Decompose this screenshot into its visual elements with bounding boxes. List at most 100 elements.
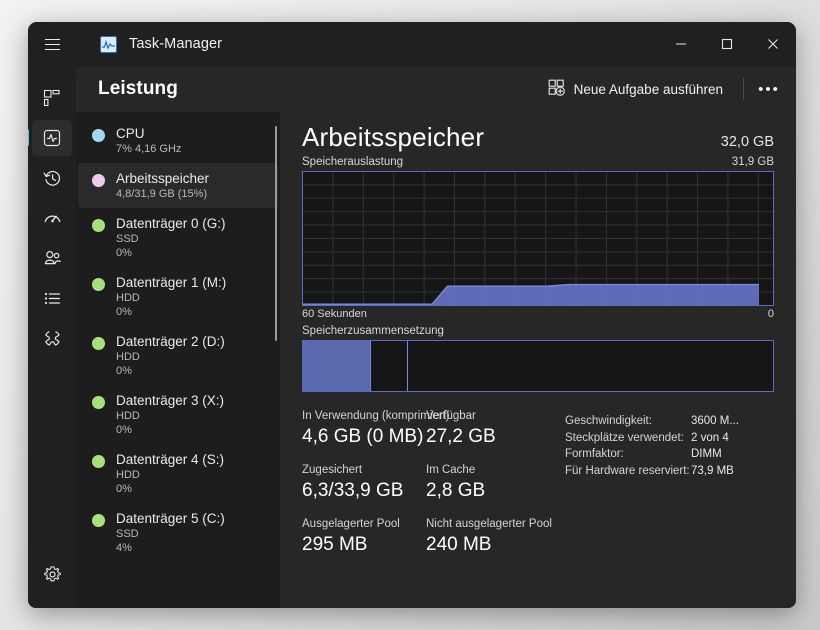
hardware-info-row: Formfaktor: DIMM bbox=[565, 446, 774, 463]
resource-subtext: 0% bbox=[116, 483, 132, 495]
memory-stats: In Verwendung (komprimiert) 4,6 GB (0 MB)… bbox=[302, 409, 774, 571]
resource-text: Datenträger 0 (G:) SSD 0% bbox=[116, 215, 226, 260]
stat-value: 4,6 GB (0 MB) bbox=[302, 426, 424, 447]
stat-caption: Verfügbar bbox=[426, 410, 476, 422]
resource-subtext: 7% 4,16 GHz bbox=[116, 143, 182, 155]
toolbar-divider bbox=[743, 78, 744, 100]
stat-column-left: In Verwendung (komprimiert) 4,6 GB (0 MB)… bbox=[302, 409, 450, 571]
stat-block: In Verwendung (komprimiert) 4,6 GB (0 MB) bbox=[302, 409, 450, 450]
content-toolbar: Leistung N bbox=[76, 66, 796, 112]
stat-block: Zugesichert 6,3/33,9 GB bbox=[302, 463, 426, 504]
memory-composition-bar[interactable] bbox=[302, 340, 774, 392]
resource-item[interactable]: Datenträger 5 (C:) SSD 4% bbox=[78, 503, 278, 562]
composition-segment-modified bbox=[371, 341, 409, 391]
services-gear-icon bbox=[43, 329, 62, 348]
resource-status-dot bbox=[92, 455, 105, 468]
window-body: Leistung N bbox=[28, 66, 796, 608]
resource-subtext: 0% bbox=[116, 247, 132, 259]
navigation-rail bbox=[28, 66, 76, 608]
resource-list: CPU 7% 4,16 GHz Arbeitsspeicher 4,8/31,9 GB… bbox=[76, 112, 280, 608]
resource-name: Datenträger 2 (D:) bbox=[116, 334, 225, 349]
hardware-info-key: Steckplätze verwendet: bbox=[565, 431, 684, 444]
hardware-info-value: DIMM bbox=[691, 448, 722, 460]
resource-subtext: SSD bbox=[116, 528, 139, 540]
resource-text: Datenträger 1 (M:) HDD 0% bbox=[116, 274, 226, 319]
history-clock-icon bbox=[43, 169, 62, 188]
close-button[interactable] bbox=[750, 22, 796, 66]
stat-caption: Ausgelagerter Pool bbox=[302, 518, 400, 530]
graph-axis-right: 0 bbox=[767, 308, 774, 320]
run-new-task-label: Neue Aufgabe ausführen bbox=[573, 81, 723, 97]
hardware-info-key: Geschwindigkeit: bbox=[565, 415, 652, 427]
sidebar-item-settings[interactable] bbox=[32, 556, 72, 592]
window-controls bbox=[658, 22, 796, 66]
graph-max-label: 31,9 GB bbox=[731, 156, 774, 168]
memory-usage-graph[interactable] bbox=[302, 171, 774, 306]
memory-detail-pane: Arbeitsspeicher 32,0 GB Speicherauslastu… bbox=[280, 112, 796, 608]
resource-item[interactable]: Datenträger 3 (X:) HDD 0% bbox=[78, 385, 278, 444]
resource-name: Datenträger 3 (X:) bbox=[116, 393, 225, 408]
resource-text: CPU 7% 4,16 GHz bbox=[116, 125, 181, 156]
resource-name: Arbeitsspeicher bbox=[116, 171, 210, 186]
resource-item[interactable]: Datenträger 2 (D:) HDD 0% bbox=[78, 326, 278, 385]
resource-subtext: HDD bbox=[116, 410, 140, 422]
composition-label: Speicherzusammensetzung bbox=[302, 325, 444, 337]
resource-status-dot bbox=[92, 337, 105, 350]
hardware-info-row: Steckplätze verwendet: 2 von 4 bbox=[565, 430, 774, 447]
task-manager-icon bbox=[100, 35, 117, 53]
stat-caption: Im Cache bbox=[426, 464, 476, 476]
sidebar-item-app-history[interactable] bbox=[32, 160, 72, 196]
minimize-button[interactable] bbox=[658, 22, 704, 66]
hardware-info-value: 73,9 MB bbox=[691, 464, 734, 477]
run-new-task-button[interactable]: Neue Aufgabe ausführen bbox=[538, 73, 733, 105]
resource-item[interactable]: CPU 7% 4,16 GHz bbox=[78, 118, 278, 163]
resource-text: Datenträger 4 (S:) HDD 0% bbox=[116, 451, 224, 496]
sidebar-item-processes[interactable] bbox=[32, 80, 72, 116]
sidebar-item-performance[interactable] bbox=[28, 120, 72, 156]
task-manager-window: Task-Manager bbox=[28, 22, 796, 608]
resource-item[interactable]: Datenträger 4 (S:) HDD 0% bbox=[78, 444, 278, 503]
resource-text: Datenträger 5 (C:) SSD 4% bbox=[116, 510, 225, 555]
hardware-info-row: Geschwindigkeit: 3600 M... bbox=[565, 413, 774, 430]
resource-status-dot bbox=[92, 514, 105, 527]
hardware-info-value: 2 von 4 bbox=[691, 431, 729, 444]
stat-block: Ausgelagerter Pool 295 MB bbox=[302, 517, 426, 558]
resource-name: Datenträger 1 (M:) bbox=[116, 275, 227, 290]
resource-name: Datenträger 0 (G:) bbox=[116, 216, 226, 231]
new-task-icon bbox=[548, 79, 565, 99]
sidebar-item-users[interactable] bbox=[32, 240, 72, 276]
pulse-icon bbox=[43, 129, 61, 147]
resource-text: Arbeitsspeicher 4,8/31,9 GB (15%) bbox=[116, 170, 209, 201]
people-icon bbox=[43, 249, 62, 268]
more-options-button[interactable]: ••• bbox=[758, 80, 780, 98]
resource-subtext: 0% bbox=[116, 365, 132, 377]
resource-subtext: 0% bbox=[116, 424, 132, 436]
resource-subtext: HDD bbox=[116, 292, 140, 304]
stat-block: Im Cache 2,8 GB bbox=[426, 463, 561, 504]
sidebar-item-services[interactable] bbox=[32, 320, 72, 356]
resource-item[interactable]: Arbeitsspeicher 4,8/31,9 GB (15%) bbox=[78, 163, 278, 208]
content-card: Leistung N bbox=[76, 66, 796, 608]
graph-grid bbox=[303, 172, 773, 305]
stat-caption: Nicht ausgelagerter Pool bbox=[426, 518, 552, 530]
resource-subtext: HDD bbox=[116, 469, 140, 481]
maximize-button[interactable] bbox=[704, 22, 750, 66]
composition-segment-in-use bbox=[303, 341, 371, 391]
grid-icon bbox=[43, 89, 61, 107]
stat-block: Nicht ausgelagerter Pool 240 MB bbox=[426, 517, 561, 558]
resource-subtext: SSD bbox=[116, 233, 139, 245]
stat-value: 240 MB bbox=[426, 534, 492, 555]
sidebar-item-startup-apps[interactable] bbox=[32, 200, 72, 236]
stat-caption: In Verwendung (komprimiert) bbox=[302, 410, 450, 422]
resource-subtext: 0% bbox=[116, 306, 132, 318]
resource-item[interactable]: Datenträger 1 (M:) HDD 0% bbox=[78, 267, 278, 326]
hardware-info-value: 3600 M... bbox=[691, 415, 739, 427]
hamburger-menu-icon[interactable] bbox=[28, 22, 76, 66]
hardware-info: Geschwindigkeit: 3600 M... Steckplätze ver… bbox=[565, 409, 774, 571]
resource-list-scrollbar[interactable] bbox=[275, 126, 277, 341]
page-title: Leistung bbox=[98, 78, 178, 99]
sidebar-item-details[interactable] bbox=[32, 280, 72, 316]
resource-item[interactable]: Datenträger 0 (G:) SSD 0% bbox=[78, 208, 278, 267]
stat-value: 6,3/33,9 GB bbox=[302, 480, 404, 501]
hardware-info-key: Für Hardware reserviert: bbox=[565, 464, 690, 477]
